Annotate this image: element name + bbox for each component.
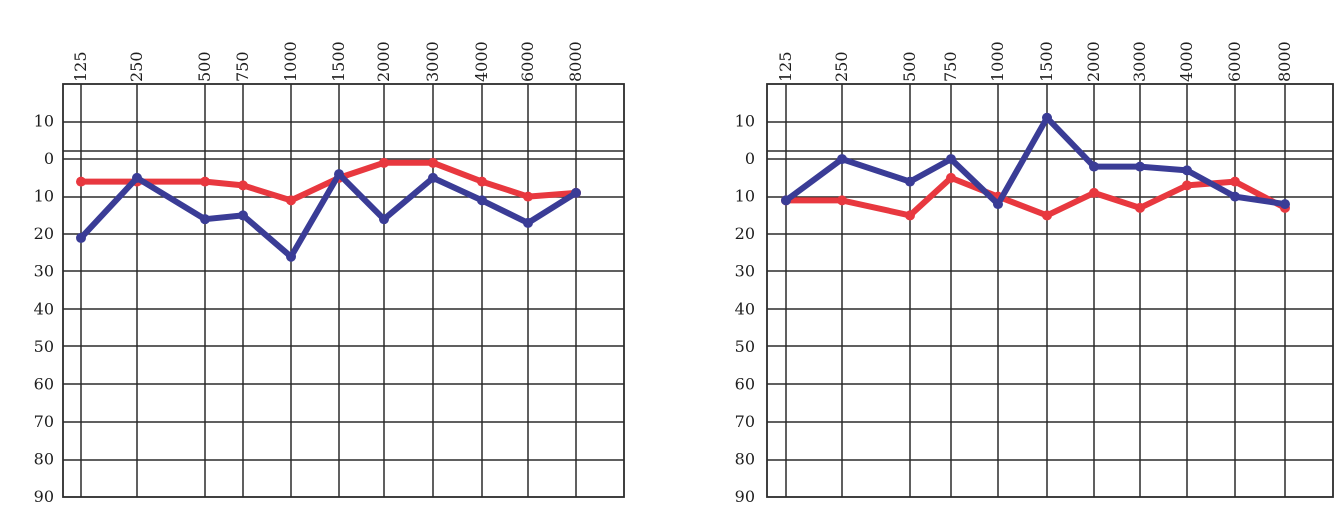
data-point	[905, 176, 915, 187]
y-tick-label: 40	[735, 299, 755, 318]
y-tick-label: 10	[34, 187, 54, 206]
y-tick-label: 80	[34, 449, 54, 468]
y-tick-label: 60	[735, 374, 755, 393]
data-point	[1089, 187, 1099, 198]
y-tick-label: 0	[745, 149, 755, 168]
data-point	[1042, 210, 1052, 221]
data-point	[1230, 176, 1240, 187]
y-tick-label: 20	[735, 224, 755, 243]
data-point	[379, 157, 389, 168]
data-point	[523, 191, 533, 202]
data-point	[946, 154, 956, 165]
data-point	[905, 210, 915, 221]
x-tick-label: 4000	[1177, 41, 1196, 82]
x-tick-label: 750	[941, 51, 960, 82]
y-tick-label: 30	[34, 262, 54, 281]
x-tick-label: 4000	[472, 41, 491, 82]
x-tick-label: 8000	[566, 41, 585, 82]
data-point	[1182, 165, 1192, 176]
y-tick-label: 70	[34, 412, 54, 431]
data-point	[837, 154, 847, 165]
data-point	[132, 172, 142, 183]
data-point	[76, 176, 86, 187]
x-tick-label: 750	[233, 51, 252, 82]
x-tick-label: 1500	[329, 41, 348, 82]
data-point	[1280, 199, 1290, 210]
y-tick-label: 10	[735, 187, 755, 206]
data-point	[200, 214, 210, 225]
x-tick-label: 1500	[1037, 41, 1056, 82]
data-point	[76, 232, 86, 243]
data-point	[286, 251, 296, 262]
x-tick-label: 6000	[1225, 41, 1244, 82]
plot-frame	[766, 83, 1334, 498]
y-tick-label: 90	[735, 487, 755, 506]
data-point	[238, 210, 248, 221]
x-tick-label: 125	[71, 51, 90, 82]
x-tick-label: 3000	[423, 41, 442, 82]
data-point	[1230, 191, 1240, 202]
data-point	[477, 176, 487, 187]
plot-frame	[62, 83, 625, 498]
data-point	[1182, 180, 1192, 191]
y-tick-label: 50	[34, 337, 54, 356]
x-tick-label: 125	[776, 51, 795, 82]
data-point	[993, 199, 1003, 210]
data-point	[286, 195, 296, 206]
x-tick-label: 250	[127, 51, 146, 82]
x-tick-label: 3000	[1130, 41, 1149, 82]
x-tick-label: 250	[832, 51, 851, 82]
data-point	[837, 195, 847, 206]
y-tick-label: 50	[735, 337, 755, 356]
audiogram-right: 125 250 500 750 1000 1500 2000 3000 4000 6000 8000…	[735, 41, 1334, 506]
data-point	[200, 176, 210, 187]
data-point	[523, 217, 533, 228]
y-tick-label: 90	[34, 487, 54, 506]
y-tick-label: 40	[34, 299, 54, 318]
data-point	[334, 169, 344, 180]
y-tick-label: 10	[34, 112, 54, 131]
data-point	[428, 157, 438, 168]
y-tick-label: 0	[44, 149, 54, 168]
y-tick-label: 60	[34, 374, 54, 393]
data-point	[477, 195, 487, 206]
audiogram-left: 125 250 500 750 1000 1500 2000 3000 4000 6000 8000…	[34, 41, 625, 506]
data-point	[571, 187, 581, 198]
data-point	[379, 214, 389, 225]
y-tick-label: 70	[735, 412, 755, 431]
data-point	[1135, 161, 1145, 172]
y-tick-label: 30	[735, 262, 755, 281]
y-tick-label: 20	[34, 224, 54, 243]
data-point	[1089, 161, 1099, 172]
data-point	[238, 180, 248, 191]
y-tick-label: 10	[735, 112, 755, 131]
series-line-blue	[783, 114, 1288, 208]
data-point	[428, 172, 438, 183]
x-tick-label: 1000	[988, 41, 1007, 82]
x-tick-label: 2000	[1084, 41, 1103, 82]
x-tick-label: 8000	[1275, 41, 1294, 82]
y-tick-label: 80	[735, 449, 755, 468]
x-tick-label: 2000	[374, 41, 393, 82]
data-point	[1042, 112, 1052, 123]
x-tick-label: 1000	[281, 41, 300, 82]
x-tick-label: 6000	[518, 41, 537, 82]
data-point	[946, 172, 956, 183]
data-point	[781, 195, 791, 206]
data-point	[1135, 202, 1145, 213]
x-tick-label: 500	[900, 51, 919, 82]
x-tick-label: 500	[195, 51, 214, 82]
